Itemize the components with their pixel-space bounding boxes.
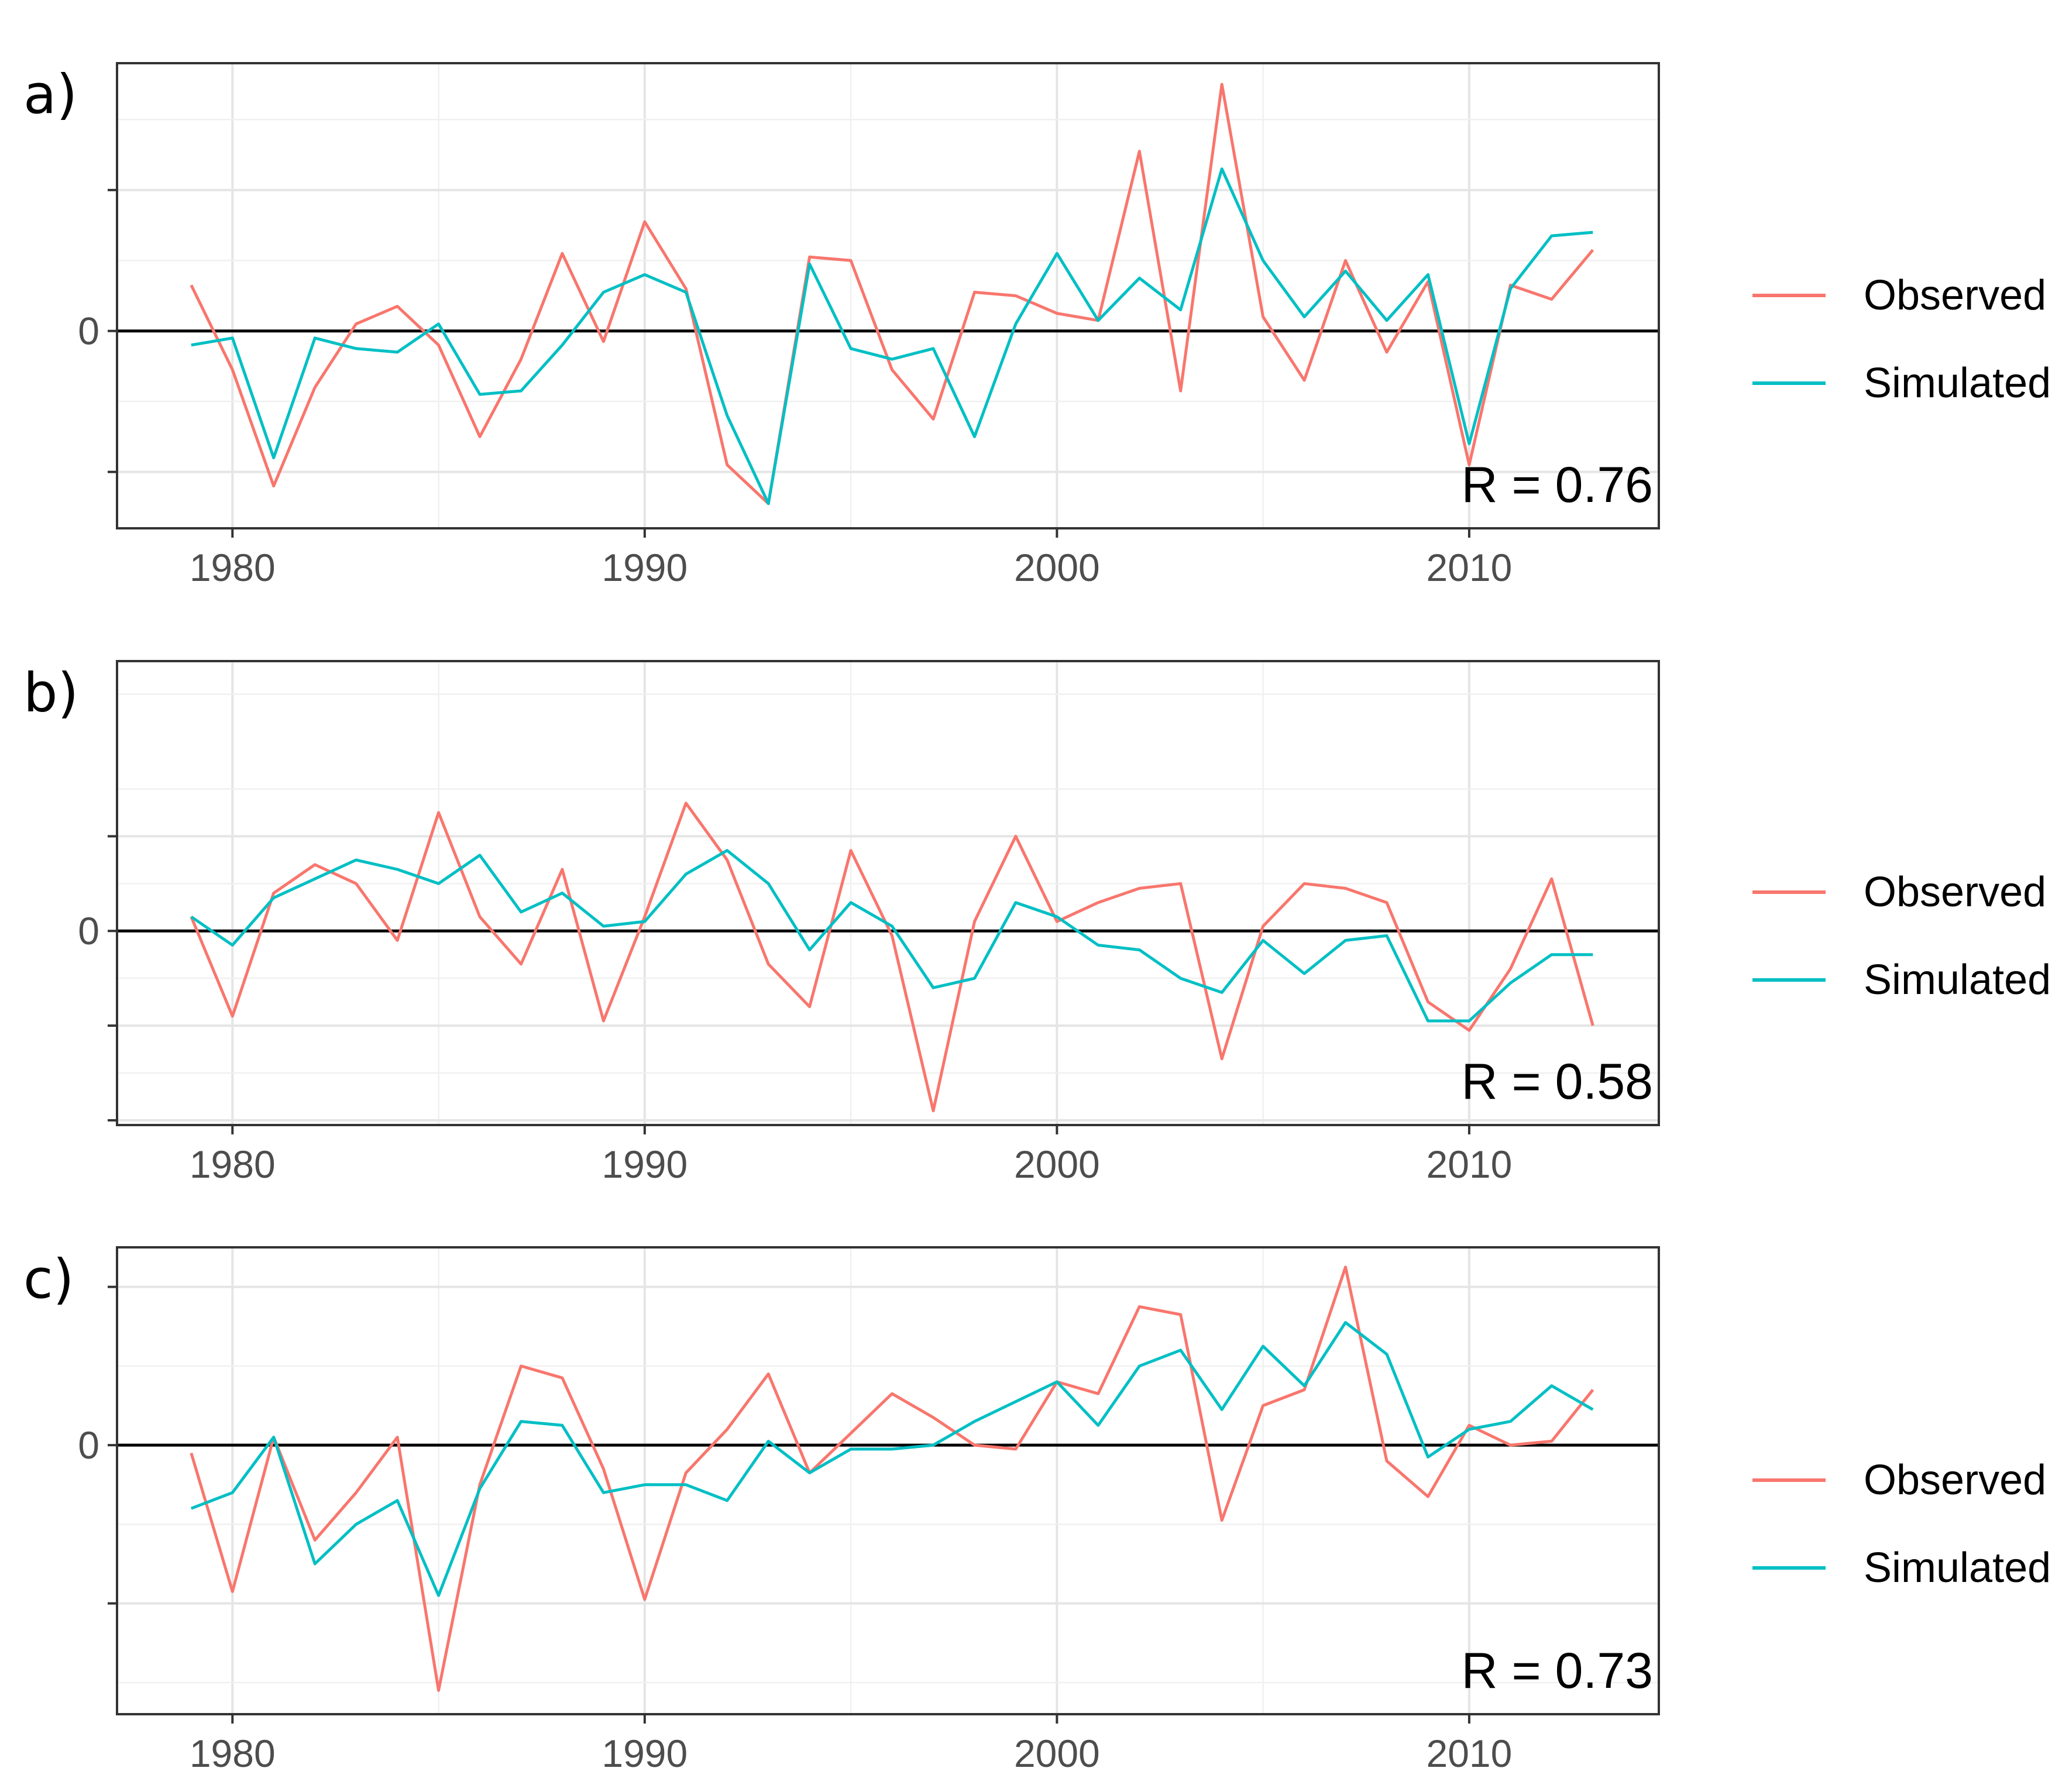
x-tick-label: 2010 xyxy=(1426,546,1512,589)
legend: Observed Simulated xyxy=(1752,869,2051,1003)
legend-label-simulated: Simulated xyxy=(1864,360,2051,407)
x-tick-label: 1990 xyxy=(602,1732,688,1775)
y-tick-label-zero: 0 xyxy=(78,309,99,353)
series-line-simulated xyxy=(191,167,1593,505)
x-tick-label: 1980 xyxy=(190,1143,276,1186)
plot-background xyxy=(117,661,1659,1125)
x-tick-label: 1990 xyxy=(602,1143,688,1186)
legend-label-observed: Observed xyxy=(1864,1457,2046,1504)
panel-label: a) xyxy=(23,63,77,126)
legend-label-simulated: Simulated xyxy=(1864,957,2051,1003)
panel-c: c) 0 1980 1990 2000 2010 R = 0.73 Observed Simul… xyxy=(23,1246,2051,1775)
x-tick-label: 2010 xyxy=(1426,1732,1512,1775)
legend-label-observed: Observed xyxy=(1864,869,2046,916)
x-tick-label: 2000 xyxy=(1014,546,1100,589)
plot-background xyxy=(117,1247,1659,1714)
x-tick-label: 2000 xyxy=(1014,1143,1100,1186)
legend-label-observed: Observed xyxy=(1864,272,2046,319)
correlation-annotation: R = 0.58 xyxy=(1462,1054,1654,1110)
series-line-observed xyxy=(190,802,1594,1113)
correlation-annotation: R = 0.76 xyxy=(1462,457,1654,513)
x-tick-label: 1990 xyxy=(602,546,688,589)
panel-label: b) xyxy=(23,662,78,724)
series-line-simulated xyxy=(190,849,1593,1023)
plot-frame xyxy=(116,62,1660,529)
plot-frame xyxy=(116,1246,1660,1715)
legend: Observed Simulated xyxy=(1752,272,2051,407)
x-tick-label: 1980 xyxy=(190,1732,276,1775)
legend-label-simulated: Simulated xyxy=(1864,1545,2051,1591)
y-tick-label-zero: 0 xyxy=(78,1423,99,1467)
x-tick-label: 1980 xyxy=(190,546,276,589)
panel-a: a) 0 1980 1990 2000 2010 R = 0.76 Observed Simul… xyxy=(23,62,2051,589)
x-tick-label: 2000 xyxy=(1014,1732,1100,1775)
y-tick-label-zero: 0 xyxy=(78,909,99,952)
panel-b: b) 0 1980 1990 2000 2010 R = 0.58 Observed Simul… xyxy=(23,660,2051,1186)
panel-label: c) xyxy=(23,1248,74,1311)
x-tick-label: 2010 xyxy=(1426,1143,1512,1186)
plot-frame xyxy=(116,660,1660,1126)
legend: Observed Simulated xyxy=(1752,1457,2051,1591)
plot-background xyxy=(117,63,1659,528)
series-line-simulated xyxy=(190,1321,1594,1597)
correlation-annotation: R = 0.73 xyxy=(1462,1643,1654,1699)
